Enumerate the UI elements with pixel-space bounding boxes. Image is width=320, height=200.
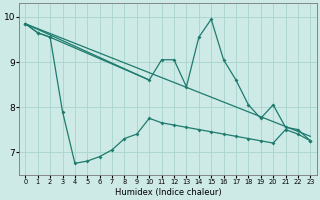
X-axis label: Humidex (Indice chaleur): Humidex (Indice chaleur) bbox=[115, 188, 221, 197]
